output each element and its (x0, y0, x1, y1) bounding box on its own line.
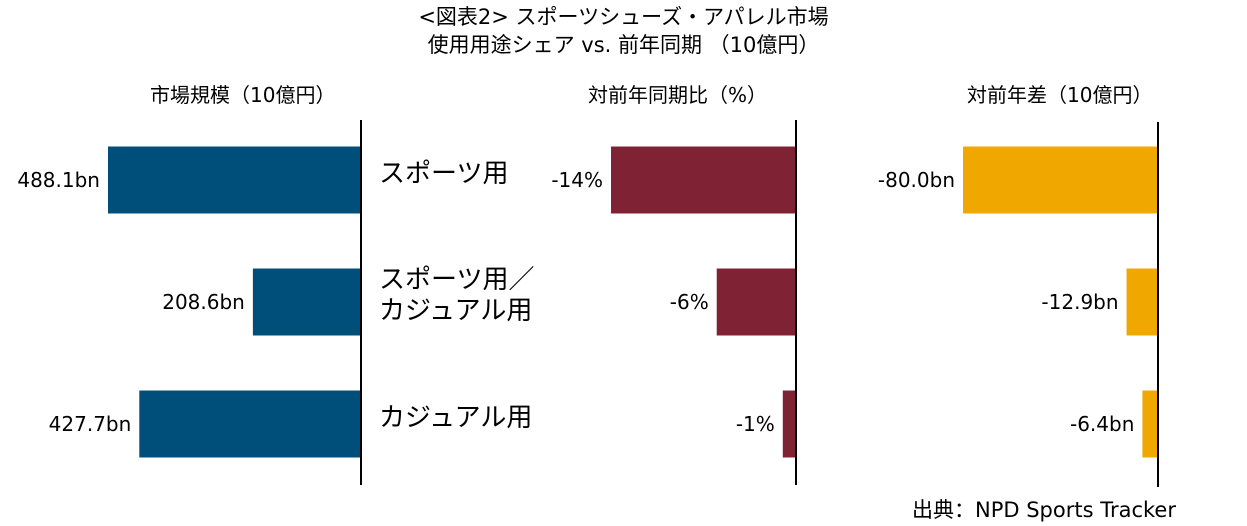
bar-2-1 (1126, 268, 1158, 336)
data-label-0-1: 208.6bn (162, 290, 245, 314)
bar-1-1 (716, 268, 796, 336)
data-label-0-2: 427.7bn (49, 412, 132, 436)
bar-0-0 (108, 146, 361, 214)
data-label-2-1: -12.9bn (1041, 290, 1118, 314)
data-label-2-0: -80.0bn (878, 168, 955, 192)
bar-0-2 (139, 390, 361, 458)
category-label-line: カジュアル用 (379, 296, 533, 326)
category-label-casual: カジュアル用 (379, 403, 532, 434)
panel-title-yoy-diff: 対前年差（10億円） (967, 83, 1153, 107)
bar-1-0 (611, 146, 796, 214)
category-label-line: カジュアル用 (379, 403, 533, 433)
category-label-line: スポーツ用 (379, 159, 509, 189)
bar-0-1 (252, 268, 361, 336)
data-label-1-2: -1% (736, 412, 775, 436)
data-label-0-0: 488.1bn (17, 168, 100, 192)
data-label-1-1: -6% (670, 290, 709, 314)
data-label-2-2: -6.4bn (1070, 412, 1134, 436)
bar-2-2 (1142, 390, 1158, 458)
bar-2-0 (963, 146, 1158, 214)
source-note: 出典：NPD Sports Tracker (912, 498, 1176, 522)
chart-subtitle: 使用用途シェア vs. 前年同期 （10億円） (427, 33, 820, 57)
panel-title-market-size: 市場規模（10億円） (150, 83, 336, 107)
category-label-line: スポーツ用／ (379, 265, 535, 295)
data-label-1-0: -14% (551, 168, 603, 192)
chart-title: <図表2> スポーツシューズ・アパレル市場 (418, 5, 829, 29)
panel-title-yoy-pct: 対前年同期比（%） (588, 83, 768, 107)
category-label-sports-casual: スポーツ用／ カジュアル用 (379, 265, 534, 327)
bar-1-2 (782, 390, 796, 458)
category-label-sports: スポーツ用 (379, 159, 508, 190)
